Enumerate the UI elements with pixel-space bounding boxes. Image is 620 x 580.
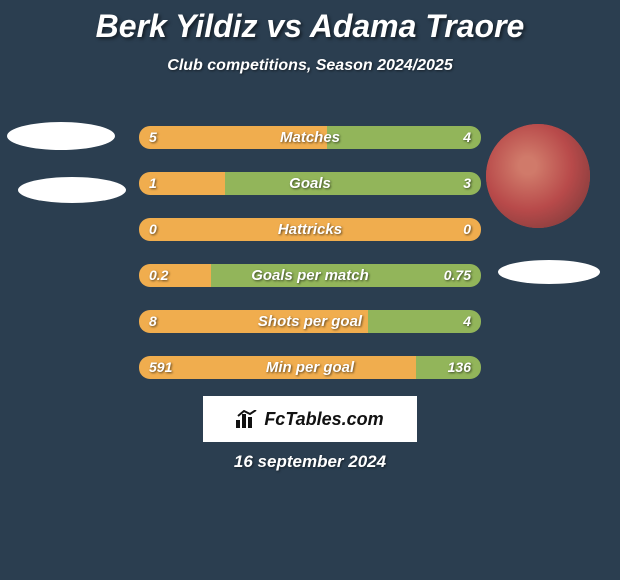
stat-row: 00Hattricks — [139, 218, 481, 241]
stat-label: Shots per goal — [139, 310, 481, 333]
chart-icon — [236, 410, 258, 428]
date-text: 16 september 2024 — [0, 452, 620, 472]
stat-label: Min per goal — [139, 356, 481, 379]
stat-row: 84Shots per goal — [139, 310, 481, 333]
stat-label: Goals per match — [139, 264, 481, 287]
ellipse-shape — [498, 260, 600, 284]
ellipse-shape — [7, 122, 115, 150]
stat-row: 13Goals — [139, 172, 481, 195]
stats-chart: 54Matches 13Goals 00Hattricks 0.20.75Goals … — [139, 126, 481, 402]
stat-row: 591136Min per goal — [139, 356, 481, 379]
page-title: Berk Yildiz vs Adama Traore — [0, 0, 620, 45]
subtitle: Club competitions, Season 2024/2025 — [0, 57, 620, 75]
ellipse-shape — [18, 177, 126, 203]
stat-label: Goals — [139, 172, 481, 195]
stat-label: Hattricks — [139, 218, 481, 241]
stat-label: Matches — [139, 126, 481, 149]
stat-row: 0.20.75Goals per match — [139, 264, 481, 287]
logo-text: FcTables.com — [264, 409, 383, 430]
logo: FcTables.com — [203, 396, 417, 442]
stat-row: 54Matches — [139, 126, 481, 149]
avatar-right — [486, 124, 590, 228]
